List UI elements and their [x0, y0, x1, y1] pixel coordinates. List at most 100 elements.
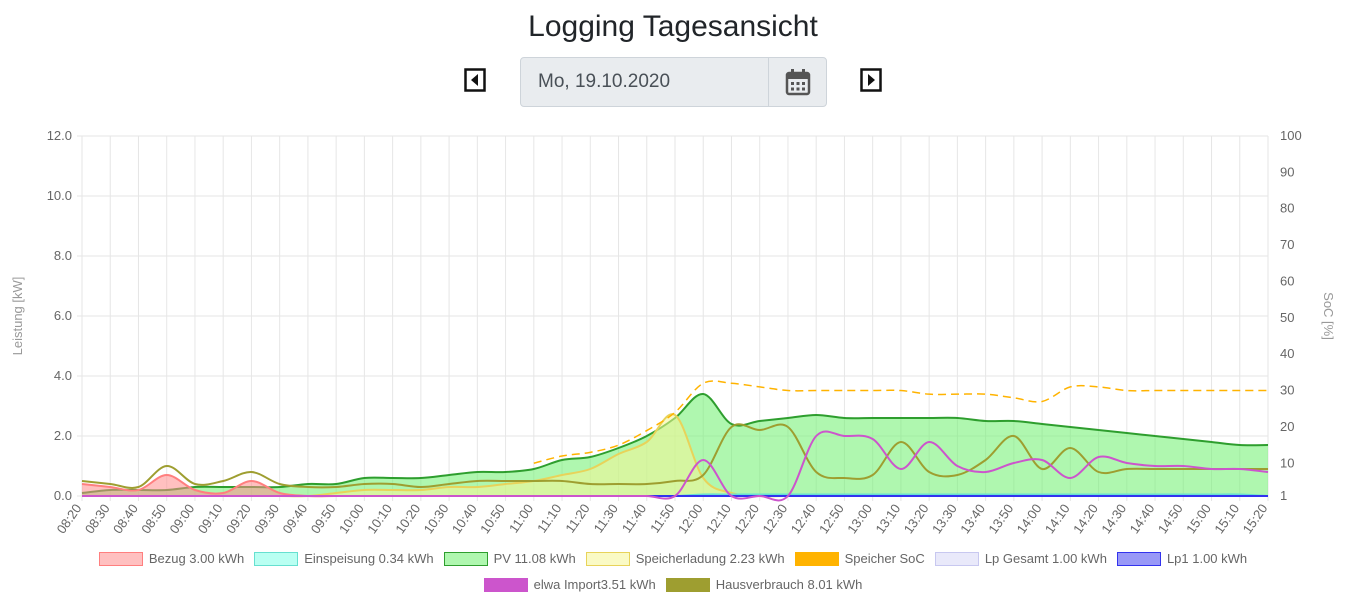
x-tick-label: 13:20 — [901, 501, 932, 536]
legend-label: PV 11.08 kWh — [493, 551, 576, 566]
chart-legend: Bezug 3.00 kWh Einspeisung 0.34 kWh PV 11.… — [0, 549, 1346, 601]
y-right-tick-label: 30 — [1280, 383, 1294, 398]
series-8-line — [81, 423, 1268, 489]
x-tick-label: 13:00 — [844, 501, 875, 536]
legend-swatch — [1116, 551, 1161, 566]
calendar-button[interactable] — [768, 58, 826, 106]
legend-item[interactable]: elwa Import3.51 kWh — [483, 577, 656, 592]
legend-item[interactable]: Lp1 1.00 kWh — [1116, 551, 1248, 566]
date-picker[interactable]: Mo, 19.10.2020 — [520, 57, 827, 107]
x-tick-label: 14:20 — [1070, 501, 1101, 536]
y-right-tick-label: 20 — [1280, 419, 1294, 434]
x-tick-label: 14:10 — [1042, 501, 1073, 536]
legend-swatch — [254, 551, 299, 566]
legend-label: Speicherladung 2.23 kWh — [635, 551, 785, 566]
x-tick-label: 11:20 — [562, 501, 592, 535]
legend-swatch — [934, 551, 979, 566]
x-tick-label: 15:00 — [1183, 501, 1214, 536]
caret-left-icon — [464, 68, 486, 92]
legend-swatch — [483, 577, 528, 592]
y-left-tick-label: 0.0 — [54, 488, 72, 503]
x-tick-label: 15:20 — [1240, 501, 1271, 536]
y-left-tick-label: 8.0 — [54, 248, 72, 263]
y-right-tick-label: 80 — [1280, 201, 1294, 216]
x-tick-label: 08:50 — [138, 501, 169, 536]
x-tick-label: 14:40 — [1127, 501, 1158, 536]
x-tick-label: 13:30 — [929, 501, 960, 536]
x-tick-label: 09:20 — [223, 501, 254, 536]
x-tick-label: 08:20 — [54, 501, 85, 536]
legend-item[interactable]: Speicherladung 2.23 kWh — [585, 551, 785, 566]
x-tick-label: 11:40 — [619, 501, 649, 535]
x-tick-label: 10:30 — [421, 501, 452, 536]
legend-item[interactable]: Lp Gesamt 1.00 kWh — [934, 551, 1107, 566]
series-0-area — [82, 475, 1268, 497]
caret-right-icon — [860, 68, 882, 92]
y-left-tick-label: 12.0 — [47, 128, 72, 143]
legend-item[interactable]: PV 11.08 kWh — [443, 551, 576, 566]
x-tick-label: 09:30 — [251, 501, 282, 536]
y-axis-left-label: Leistung [kW] — [10, 277, 25, 356]
x-tick-label: 14:50 — [1155, 501, 1186, 536]
legend-item[interactable]: Speicher SoC — [794, 551, 925, 566]
legend-label: Speicher SoC — [844, 551, 925, 566]
x-tick-label: 09:10 — [195, 501, 226, 536]
calendar-icon — [785, 69, 810, 96]
x-tick-label: 11:00 — [506, 501, 536, 535]
x-tick-label: 12:20 — [731, 501, 762, 536]
legend-label: Bezug 3.00 kWh — [148, 551, 245, 566]
y-right-tick-label: 50 — [1280, 310, 1294, 325]
series-3-area — [82, 414, 1268, 497]
y-left-tick-label: 4.0 — [54, 368, 72, 383]
series-4-line — [533, 380, 1268, 464]
x-tick-label: 10:40 — [449, 501, 480, 536]
date-input[interactable]: Mo, 19.10.2020 — [538, 71, 671, 92]
x-tick-label: 09:50 — [308, 501, 339, 536]
legend-item[interactable]: Bezug 3.00 kWh — [98, 551, 245, 566]
legend-label: Lp1 1.00 kWh — [1166, 551, 1248, 566]
y-axis-right-label: SoC [%] — [1321, 292, 1336, 340]
legend-swatch — [665, 577, 710, 592]
x-tick-label: 12:10 — [703, 501, 734, 536]
x-tick-label: 10:50 — [477, 501, 508, 536]
x-tick-label: 11:50 — [647, 501, 677, 535]
legend-item[interactable]: Hausverbrauch 8.01 kWh — [665, 577, 863, 592]
x-tick-label: 12:40 — [788, 501, 819, 536]
y-right-tick-label: 60 — [1280, 273, 1294, 288]
x-tick-label: 11:10 — [534, 501, 564, 535]
x-tick-label: 10:10 — [364, 501, 395, 536]
legend-label: elwa Import3.51 kWh — [533, 577, 656, 592]
legend-item[interactable]: Einspeisung 0.34 kWh — [254, 551, 434, 566]
legend-label: Hausverbrauch 8.01 kWh — [715, 577, 863, 592]
x-tick-label: 15:10 — [1211, 501, 1242, 536]
x-tick-label: 14:00 — [1014, 501, 1045, 536]
previous-day-button[interactable] — [464, 68, 486, 92]
page-title: Logging Tagesansicht — [528, 10, 818, 43]
x-tick-label: 10:20 — [392, 501, 423, 536]
legend-swatch — [794, 551, 839, 566]
x-tick-label: 13:50 — [985, 501, 1016, 536]
legend-swatch — [98, 551, 143, 566]
series-7-line — [81, 430, 1269, 502]
x-tick-label: 14:30 — [1098, 501, 1129, 536]
y-right-tick-label: 40 — [1280, 346, 1294, 361]
x-tick-label: 10:00 — [336, 501, 367, 536]
y-left-tick-label: 2.0 — [54, 428, 72, 443]
legend-swatch — [443, 551, 488, 566]
y-right-tick-label: 10 — [1280, 455, 1294, 470]
y-right-tick-label: 1 — [1280, 488, 1287, 503]
legend-swatch — [585, 551, 630, 566]
legend-label: Lp Gesamt 1.00 kWh — [984, 551, 1107, 566]
legend-label: Einspeisung 0.34 kWh — [304, 551, 434, 566]
y-right-tick-label: 90 — [1280, 164, 1294, 179]
power-chart: 0.0 2.0 4.0 6.0 8.0 10.0 12.0 1 10 20 30 40 50 60 70 80… — [10, 128, 1336, 536]
y-left-tick-label: 6.0 — [54, 308, 72, 323]
next-day-button[interactable] — [860, 68, 882, 92]
x-tick-label: 09:00 — [166, 501, 197, 536]
y-right-tick-label: 70 — [1280, 237, 1294, 252]
y-left-tick-label: 10.0 — [47, 188, 72, 203]
x-tick-label: 09:40 — [279, 501, 310, 536]
x-tick-label: 13:10 — [872, 501, 903, 536]
x-tick-label: 12:00 — [675, 501, 706, 536]
x-tick-label: 08:30 — [82, 501, 113, 536]
